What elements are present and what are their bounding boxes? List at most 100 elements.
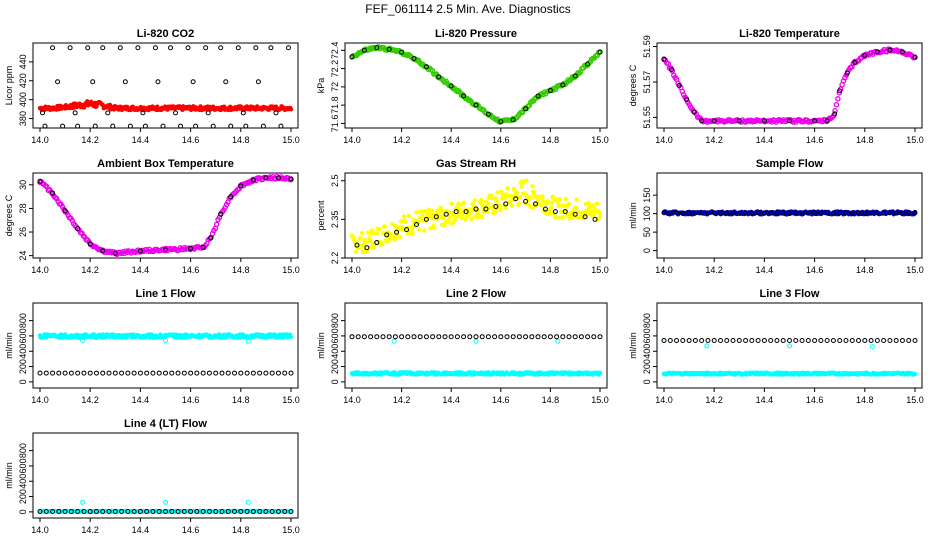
- x-tick-label: 15.0: [591, 395, 609, 405]
- y-axis-label: ml/min: [4, 462, 14, 489]
- data-point: [572, 211, 578, 217]
- data-point: [169, 508, 175, 514]
- chart-title: Line 2 Flow: [446, 288, 506, 300]
- x-tick-label: 14.4: [132, 525, 150, 535]
- data-point: [219, 370, 225, 376]
- data-point: [830, 338, 836, 344]
- data-point: [493, 203, 499, 209]
- data-point: [50, 45, 56, 51]
- data-point: [874, 49, 880, 55]
- data-point: [469, 216, 474, 221]
- data-series: [37, 332, 294, 341]
- data-point: [403, 219, 408, 225]
- x-tick-label: 14.6: [182, 265, 200, 275]
- y-axis-label: degrees C: [4, 194, 14, 236]
- data-point: [699, 210, 705, 216]
- data-point: [743, 338, 749, 344]
- data-point: [881, 338, 887, 344]
- data-point: [387, 238, 392, 243]
- data-point: [238, 370, 244, 376]
- data-point: [360, 249, 366, 255]
- data-series: [40, 45, 291, 129]
- data-point: [533, 201, 539, 207]
- data-point: [374, 45, 380, 51]
- data-point: [232, 508, 238, 514]
- x-tick-label: 14.4: [442, 265, 460, 275]
- data-point: [87, 241, 93, 247]
- x-tick-label: 14.0: [343, 395, 361, 405]
- data-point: [219, 508, 225, 514]
- data-point: [461, 93, 467, 99]
- data-point: [37, 370, 43, 376]
- data-point: [127, 123, 133, 129]
- data-point: [761, 210, 767, 216]
- data-point: [288, 176, 294, 182]
- data-point: [730, 210, 736, 216]
- data-point: [507, 199, 513, 205]
- data-point: [374, 334, 380, 340]
- data-point: [168, 45, 174, 51]
- data-point: [188, 246, 194, 252]
- data-point: [667, 210, 673, 216]
- chart-title: Li-820 CO2: [137, 28, 194, 40]
- data-point: [401, 214, 407, 219]
- data-point: [586, 200, 591, 206]
- data-point: [516, 334, 522, 340]
- x-tick-label: 14.6: [182, 395, 200, 405]
- y-tick-label: 800: [642, 313, 652, 328]
- data-point: [832, 108, 838, 114]
- data-point: [131, 370, 137, 376]
- data-point: [523, 106, 529, 112]
- data-point: [80, 499, 86, 505]
- data-point: [160, 123, 166, 129]
- data-point: [661, 338, 667, 344]
- data-point: [589, 209, 594, 214]
- data-point: [218, 211, 224, 217]
- data-point: [592, 216, 598, 222]
- data-point: [163, 247, 168, 253]
- data-point: [423, 64, 429, 70]
- data-series: [80, 499, 251, 505]
- data-point: [188, 370, 194, 376]
- x-tick-label: 14.4: [132, 135, 150, 145]
- data-point: [684, 97, 690, 103]
- plot-frame: [344, 42, 608, 129]
- data-point: [597, 210, 602, 215]
- data-point: [56, 370, 62, 376]
- x-tick-label: 14.4: [442, 135, 460, 145]
- data-point: [169, 370, 175, 376]
- data-point: [100, 45, 106, 51]
- x-tick-label: 14.8: [856, 135, 874, 145]
- data-point: [495, 190, 500, 195]
- x-tick-label: 14.2: [393, 395, 411, 405]
- x-tick-label: 15.0: [282, 395, 300, 405]
- data-point: [523, 178, 529, 183]
- plot-frame: [656, 302, 923, 389]
- data-series: [37, 173, 294, 258]
- data-point: [749, 338, 755, 344]
- data-point: [405, 334, 411, 340]
- data-point: [513, 196, 519, 202]
- data-point: [392, 334, 398, 340]
- data-point: [364, 245, 370, 251]
- y-tick-label: 2.5: [330, 174, 340, 187]
- data-point: [711, 118, 717, 124]
- data-point: [411, 56, 417, 62]
- data-point: [498, 334, 504, 340]
- data-point: [473, 338, 479, 344]
- data-point: [566, 334, 572, 340]
- chart-panel: Gas Stream RH 14.0 14.2 14.4 14.6 14.8 15.0 2.2…: [316, 158, 609, 275]
- data-point: [441, 213, 446, 218]
- y-tick-label: 0: [642, 248, 652, 253]
- data-point: [893, 338, 899, 344]
- data-point: [554, 334, 560, 340]
- data-point: [887, 47, 893, 53]
- data-point: [404, 227, 410, 233]
- data-point: [245, 338, 251, 344]
- data-point: [75, 225, 81, 231]
- data-point: [386, 46, 392, 52]
- plot-frame: [344, 302, 608, 389]
- chart-panel: Li-820 Pressure 14.0 14.2 14.4 14.6 14.8 15.0 7…: [316, 28, 609, 145]
- chart-title: Line 4 (LT) Flow: [124, 418, 207, 430]
- chart-panel: Li-820 CO2 14.0 14.2 14.4 14.6 14.8 15.0 380 400…: [4, 28, 300, 145]
